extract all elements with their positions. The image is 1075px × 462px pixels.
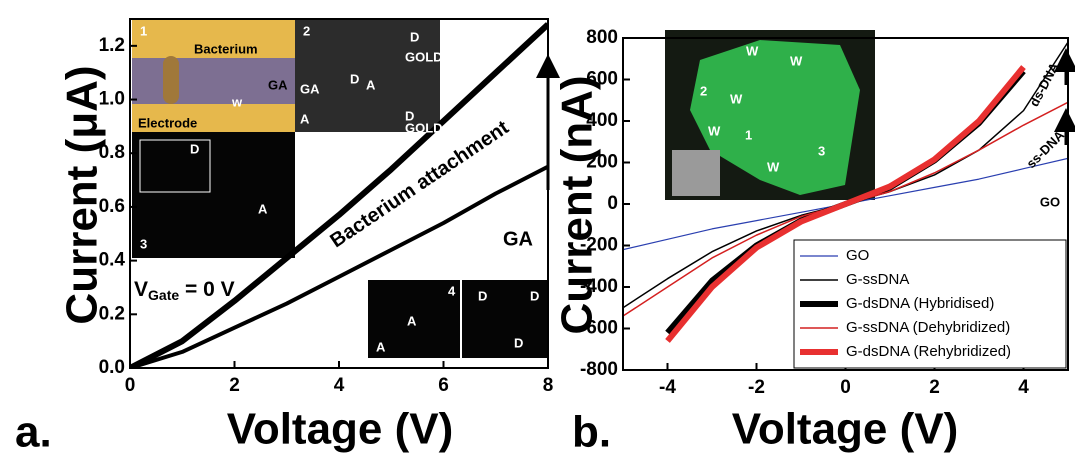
x-tick-label: 0	[840, 377, 851, 398]
inset-label: Electrode	[138, 115, 197, 130]
inset-label: w	[231, 94, 243, 109]
legend-label: G-ssDNA	[846, 271, 909, 288]
x-tick-label: 4	[334, 375, 345, 396]
y-tick-label: 0.0	[99, 357, 125, 378]
inset-label: A	[300, 111, 310, 126]
inset-label: D	[190, 141, 199, 156]
inset-label: D	[478, 288, 487, 303]
annotation: ds-DNA	[1026, 59, 1062, 109]
x-tick-label: -2	[748, 377, 765, 398]
panel-label: b.	[572, 408, 611, 457]
legend-label: GO	[846, 247, 869, 264]
x-axis-title: Voltage (V)	[732, 405, 959, 454]
panel-label: a.	[15, 408, 52, 457]
inset-label: W	[708, 123, 721, 138]
inset-label: A	[407, 313, 417, 328]
inset-label: GOLD	[405, 49, 443, 64]
legend-label: G-ssDNA (Dehybridized)	[846, 319, 1010, 336]
series-label: Bacterium attachment	[326, 116, 513, 252]
inset-label: 2	[700, 83, 707, 98]
inset-label: GA	[300, 81, 320, 96]
inset-label: D	[530, 288, 539, 303]
y-tick-label: -800	[580, 359, 618, 380]
y-tick-label: 0	[607, 193, 618, 214]
inset-label: 3	[140, 236, 147, 251]
y-tick-label: 1.2	[99, 35, 125, 56]
inset-label: D	[410, 29, 419, 44]
x-tick-label: 2	[229, 375, 240, 396]
gate-label-sub: Gate	[148, 287, 179, 303]
y-axis-title: Current (nA)	[553, 75, 602, 334]
inset-label: A	[376, 339, 386, 354]
gate-label-rest: = 0 V	[179, 278, 234, 301]
y-axis-title: Current (μA)	[58, 65, 107, 324]
x-tick-label: 2	[929, 377, 940, 398]
inset-label: 2	[303, 23, 310, 38]
figure: 024680.00.20.40.60.81.01.2Voltage (V)Cur…	[0, 0, 1075, 462]
x-axis-title: Voltage (V)	[227, 405, 454, 454]
inset-label: 3	[818, 143, 825, 158]
inset-label: GA	[268, 77, 288, 92]
inset-label: A	[258, 201, 268, 216]
inset-bright-field	[672, 150, 720, 196]
inset-bacterium	[163, 56, 179, 104]
inset-label: GOLD	[405, 120, 443, 135]
inset-label: D	[350, 71, 359, 86]
inset-label: W	[767, 159, 780, 174]
legend-label: G-dsDNA (Hybridised)	[846, 295, 994, 312]
x-tick-label: 8	[543, 375, 554, 396]
inset-label: D	[514, 335, 523, 350]
series-label: GA	[503, 228, 533, 250]
x-tick-label: 4	[1018, 377, 1029, 398]
gate-label-main: V	[134, 278, 148, 301]
inset-label: W	[746, 43, 759, 58]
inset-label: 1	[745, 127, 752, 142]
inset-fluorescence	[132, 132, 295, 258]
inset-label: W	[790, 53, 803, 68]
inset-label: Bacterium	[194, 41, 258, 56]
inset-label: 4	[448, 283, 456, 298]
inset-label: 1	[140, 23, 147, 38]
annotation: ss-DNA	[1023, 127, 1067, 171]
inset-label: A	[366, 77, 376, 92]
annotation: GO	[1040, 194, 1060, 209]
x-tick-label: -4	[659, 377, 676, 398]
legend-label: G-dsDNA (Rehybridized)	[846, 343, 1011, 360]
gate-label: VGate = 0 V	[134, 278, 235, 303]
y-tick-label: 800	[586, 27, 618, 48]
x-tick-label: 0	[125, 375, 136, 396]
x-tick-label: 6	[438, 375, 449, 396]
inset-label: W	[730, 91, 743, 106]
